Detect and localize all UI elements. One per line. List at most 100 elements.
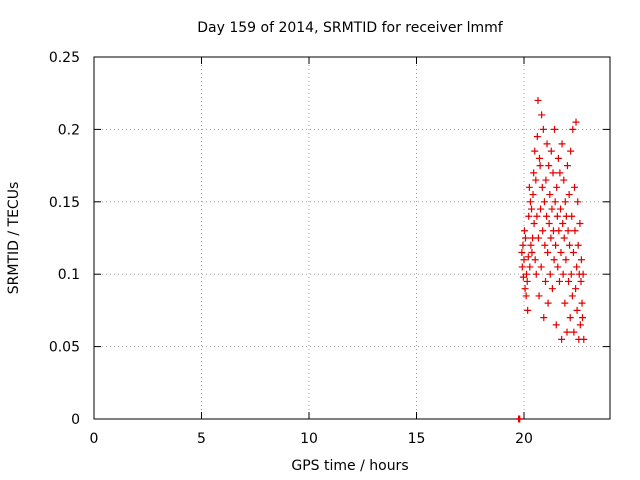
data-point: [572, 285, 580, 293]
data-point: [543, 140, 551, 148]
data-point: [552, 241, 560, 249]
data-point: [535, 154, 543, 162]
data-point: [549, 169, 557, 177]
data-point: [565, 191, 573, 199]
data-point: [532, 270, 540, 278]
data-point: [520, 256, 528, 264]
y-tick-label: 0.05: [49, 340, 80, 356]
data-point: [573, 263, 581, 271]
data-point: [560, 234, 568, 242]
data-point: [564, 227, 572, 235]
data-point: [533, 133, 541, 141]
data-point: [529, 191, 537, 199]
data-point: [534, 234, 542, 242]
data-point: [547, 147, 555, 155]
data-point: [537, 263, 545, 271]
data-point: [520, 227, 528, 235]
data-point: [569, 248, 577, 256]
x-tick-label: 20: [515, 431, 533, 447]
data-point: [545, 162, 553, 170]
data-point: [544, 299, 552, 307]
data-point: [573, 306, 581, 314]
data-point: [546, 191, 554, 199]
y-tick-label: 0.25: [49, 50, 80, 66]
data-point: [580, 335, 588, 343]
data-point: [521, 285, 529, 293]
data-point: [558, 140, 566, 148]
data-point: [559, 220, 567, 228]
data-point: [559, 270, 567, 278]
data-point: [538, 111, 546, 119]
data-point: [542, 277, 549, 285]
data-point: [550, 256, 558, 264]
data-point: [524, 306, 532, 314]
data-point: [557, 205, 565, 213]
data-point: [574, 198, 582, 206]
data-point: [539, 227, 547, 235]
data-point: [560, 176, 568, 184]
data-point: [540, 198, 548, 206]
data-point: [525, 183, 533, 191]
data-point: [531, 256, 539, 264]
data-point: [540, 314, 548, 322]
data-point: [552, 321, 560, 329]
x-axis-label: GPS time / hours: [291, 458, 408, 474]
data-point: [539, 125, 547, 133]
data-point: [524, 253, 532, 261]
data-point: [577, 277, 585, 285]
axes: 0 0.05 0.1 0.15 0.2 0.25 0 5 10 15 20: [49, 50, 611, 447]
x-tick-label: 10: [300, 431, 318, 447]
y-tick-label: 0.2: [58, 122, 80, 138]
data-point: [553, 212, 561, 220]
data-point: [519, 241, 527, 249]
data-point: [568, 212, 576, 220]
data-point: [548, 205, 556, 213]
data-point: [553, 183, 561, 191]
data-point: [562, 256, 570, 264]
data-point: [523, 270, 531, 278]
data-point: [571, 183, 579, 191]
data-point: [576, 321, 584, 329]
data-point: [547, 234, 555, 242]
data-point: [531, 147, 539, 155]
data-point: [568, 292, 576, 300]
data-point: [551, 198, 559, 206]
data-point: [566, 241, 574, 249]
data-point: [533, 212, 541, 220]
x-tick-label: 0: [90, 431, 99, 447]
data-point: [526, 198, 534, 206]
data-point: [551, 125, 559, 133]
data-point: [567, 147, 575, 155]
x-tick-label: 15: [408, 431, 426, 447]
data-point: [516, 415, 524, 423]
y-axis-label: SRMTID / TECUs: [6, 182, 22, 295]
data-point: [544, 248, 552, 256]
data-point: [522, 234, 530, 242]
data-point: [558, 335, 566, 343]
data-point: [530, 169, 538, 177]
data-point: [542, 176, 550, 184]
data-point: [565, 277, 573, 285]
data-point: [548, 285, 556, 293]
data-point: [554, 263, 562, 271]
plot-frame: [93, 56, 611, 420]
data-point: [554, 154, 562, 162]
y-tick-label: 0: [71, 412, 80, 428]
data-point: [518, 263, 526, 271]
data-point: [566, 314, 574, 322]
data-point: [523, 277, 531, 285]
data-points: [515, 96, 588, 423]
data-point: [532, 176, 540, 184]
data-point: [530, 220, 538, 228]
data-point: [545, 220, 553, 228]
data-point: [569, 125, 577, 133]
y-tick-label: 0.15: [49, 195, 80, 211]
data-point: [538, 183, 546, 191]
data-point: [576, 220, 584, 228]
data-point: [561, 299, 569, 307]
data-point: [555, 277, 563, 285]
data-point: [525, 212, 533, 220]
y-tick-label: 0.1: [58, 267, 80, 283]
data-point: [570, 328, 578, 336]
